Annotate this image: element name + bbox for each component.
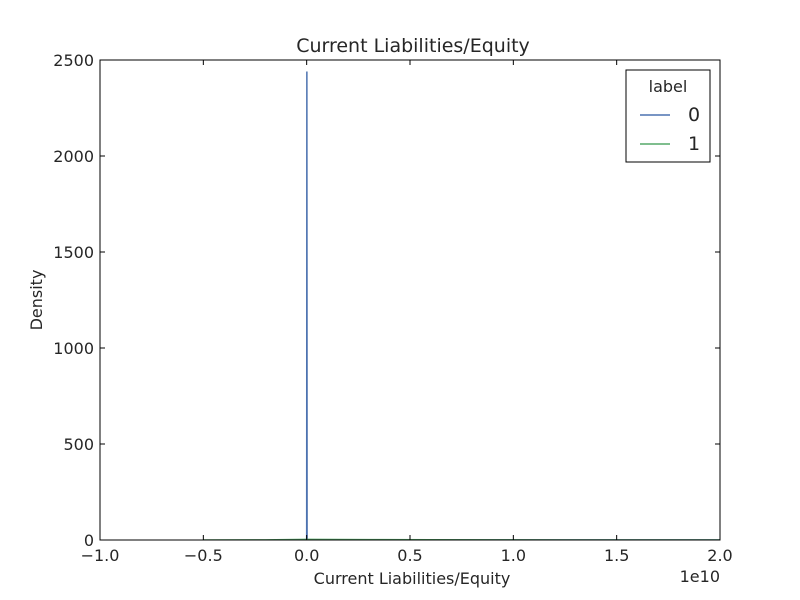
legend-box (625, 69, 711, 163)
x-axis-label: Current Liabilities/Equity (314, 569, 511, 588)
series-line-0 (304, 71, 720, 540)
y-tick-label: 1000 (53, 339, 94, 358)
x-tick-label: 0.5 (397, 546, 422, 565)
x-axis: −1.0 −0.5 0.0 0.5 1.0 1.5 2.0 (81, 60, 733, 565)
legend-entry-1: 1 (688, 133, 700, 155)
legend: label 0 1 (625, 69, 711, 163)
legend-title: label (649, 77, 688, 96)
y-tick-label: 0 (84, 531, 94, 550)
y-tick-label: 2500 (53, 51, 94, 70)
y-tick-label: 1500 (53, 243, 94, 262)
x-tick-label: 1.5 (604, 546, 629, 565)
x-tick-label: 1.0 (501, 546, 526, 565)
y-tick-label: 2000 (53, 147, 94, 166)
y-axis: 0 500 1000 1500 2000 2500 (53, 51, 720, 550)
x-tick-label: −1.0 (81, 546, 120, 565)
y-tick-label: 500 (63, 435, 94, 454)
legend-entry-0: 0 (688, 104, 700, 126)
x-tick-label: 2.0 (707, 546, 732, 565)
y-axis-label: Density (27, 270, 46, 331)
chart-title: Current Liabilities/Equity (296, 35, 530, 57)
x-tick-label: −0.5 (184, 546, 223, 565)
x-tick-label: 0.0 (294, 546, 319, 565)
x-axis-offset-label: 1e10 (680, 567, 720, 586)
